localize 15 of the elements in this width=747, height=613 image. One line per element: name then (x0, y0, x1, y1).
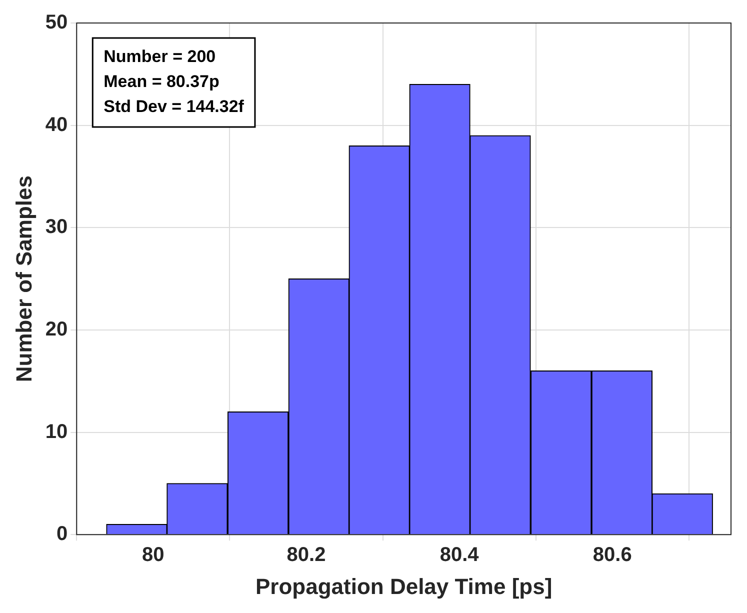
x-tick-label: 80 (142, 544, 164, 566)
y-tick-label: 40 (45, 114, 68, 136)
annotation: Mean = 80.37p (104, 72, 220, 92)
y-axis-title: Number of Samples (11, 175, 36, 382)
y-tick-label: 0 (56, 523, 68, 546)
x-axis-title: Propagation Delay Time [ps] (255, 574, 552, 599)
y-tick-label: 30 (45, 216, 68, 238)
annotation: Std Dev = 144.32f (104, 97, 244, 116)
x-tick-label: 80.2 (286, 544, 326, 566)
y-tick-label: 50 (45, 12, 68, 34)
x-tick-label: 80.4 (440, 544, 480, 566)
annotation: Number = 200 (104, 47, 216, 66)
y-tick-label: 10 (45, 420, 68, 443)
y-tick-label: 20 (45, 318, 68, 340)
x-tick-label: 80.6 (592, 544, 632, 566)
